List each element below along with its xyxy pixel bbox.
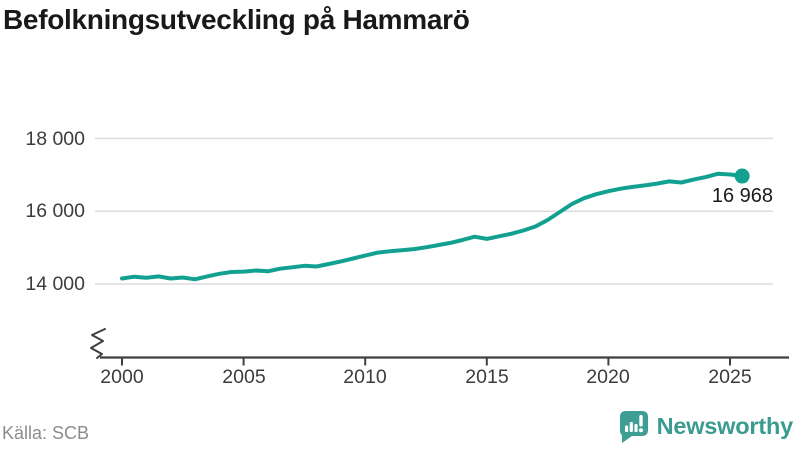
axis-break-icon xyxy=(90,328,106,359)
x-axis-tick-label: 2010 xyxy=(343,366,387,388)
newsworthy-bubble-chart-icon xyxy=(619,411,648,443)
x-axis-tick-label: 2020 xyxy=(586,366,630,388)
page-title: Befolkningsutveckling på Hammarö xyxy=(3,4,470,35)
x-axis-tick-label: 2005 xyxy=(222,366,266,388)
newsworthy-wordmark: Newsworthy xyxy=(656,413,794,439)
newsworthy-logo: Newsworthy xyxy=(617,409,793,444)
population-line xyxy=(120,171,745,282)
end-point-marker xyxy=(734,168,750,184)
source-note: Källa: SCB xyxy=(2,423,90,443)
last-value-annotation: 16 968 xyxy=(711,185,773,207)
x-axis-tick-label: 2015 xyxy=(465,366,509,388)
x-axis-tick-label: 2000 xyxy=(100,366,144,388)
y-axis-tick-label: 16 000 xyxy=(25,200,85,222)
x-axis-tick-label: 2025 xyxy=(708,366,752,388)
y-axis-tick-label: 14 000 xyxy=(25,273,85,295)
y-axis-tick-label: 18 000 xyxy=(25,128,85,150)
